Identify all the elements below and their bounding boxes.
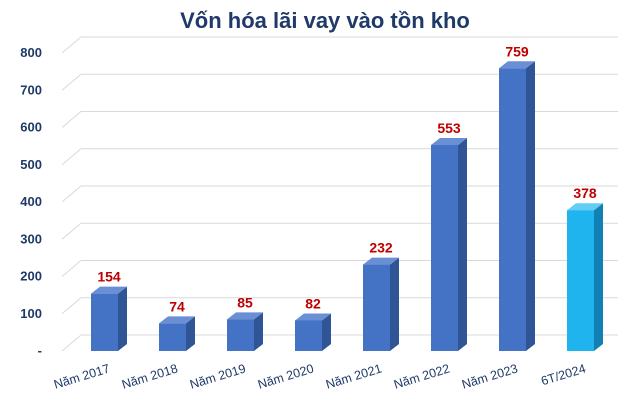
bar-front xyxy=(363,264,390,351)
data-label: 85 xyxy=(237,294,253,310)
bar-front xyxy=(295,320,322,351)
y-axis-ticks: - 100 200 300 400 500 600 700 800 xyxy=(20,45,42,358)
bar-side xyxy=(254,312,263,351)
gridline xyxy=(61,111,618,128)
x-tick-label: Năm 2023 xyxy=(460,361,519,391)
bar xyxy=(431,138,467,351)
bar-side xyxy=(322,313,331,351)
bar-top xyxy=(159,316,195,324)
data-label: 378 xyxy=(573,185,597,201)
data-label: 154 xyxy=(97,269,121,285)
y-tick-label: 600 xyxy=(20,120,42,135)
bar-front xyxy=(159,323,186,351)
bar xyxy=(499,61,535,352)
y-tick-label: 800 xyxy=(20,45,42,60)
bar xyxy=(567,203,603,351)
gridline xyxy=(61,73,618,91)
y-tick-label: 100 xyxy=(20,306,42,321)
bar-top xyxy=(431,138,467,146)
data-label: 553 xyxy=(437,120,461,136)
y-tick-label: 200 xyxy=(20,269,42,284)
y-tick-label: 400 xyxy=(20,194,42,209)
bar-top xyxy=(91,286,127,294)
bar-side xyxy=(458,138,467,351)
bar xyxy=(159,316,195,351)
bar-side xyxy=(186,316,195,351)
bar-front xyxy=(227,319,254,351)
gridline xyxy=(61,36,618,54)
data-label: 232 xyxy=(369,240,393,256)
bar-top xyxy=(499,61,535,69)
x-tick-label: Năm 2021 xyxy=(324,361,383,391)
x-tick-label: Năm 2019 xyxy=(188,361,247,391)
data-label: 82 xyxy=(305,295,321,311)
bar-front xyxy=(567,210,594,351)
bar xyxy=(91,286,127,351)
x-axis-ticks: Năm 2017 Năm 2018 Năm 2019 Năm 2020 Năm 2021… xyxy=(52,361,587,391)
bar-top xyxy=(363,257,399,265)
bar-top xyxy=(227,312,263,320)
bar xyxy=(363,257,399,351)
bar-front xyxy=(91,293,118,351)
bar-side xyxy=(118,286,127,351)
bar-front xyxy=(431,145,458,351)
y-tick-label: 700 xyxy=(20,82,42,97)
bar-top xyxy=(295,313,331,321)
x-tick-label: 6T/2024 xyxy=(539,361,587,388)
y-tick-label: 500 xyxy=(20,157,42,172)
gridlines xyxy=(61,36,618,352)
bar-front xyxy=(499,68,526,352)
data-label: 759 xyxy=(505,43,529,59)
bar-top xyxy=(567,203,603,211)
bar-side xyxy=(526,61,535,352)
x-tick-label: Năm 2018 xyxy=(120,361,179,391)
x-tick-label: Năm 2022 xyxy=(392,361,451,391)
data-label: 74 xyxy=(169,298,185,314)
bar xyxy=(295,313,331,351)
y-tick-label: 300 xyxy=(20,231,42,246)
chart-title: Vốn hóa lãi vay vào tồn kho xyxy=(180,8,470,33)
bar xyxy=(227,312,263,351)
x-tick-label: Năm 2020 xyxy=(256,361,315,391)
bars xyxy=(91,61,603,352)
bar-side xyxy=(390,257,399,351)
bar-side xyxy=(594,203,603,351)
x-tick-label: Năm 2017 xyxy=(52,361,111,391)
y-tick-label: - xyxy=(38,343,42,358)
data-labels: 154 74 85 82 232 553 759 378 xyxy=(97,43,597,314)
